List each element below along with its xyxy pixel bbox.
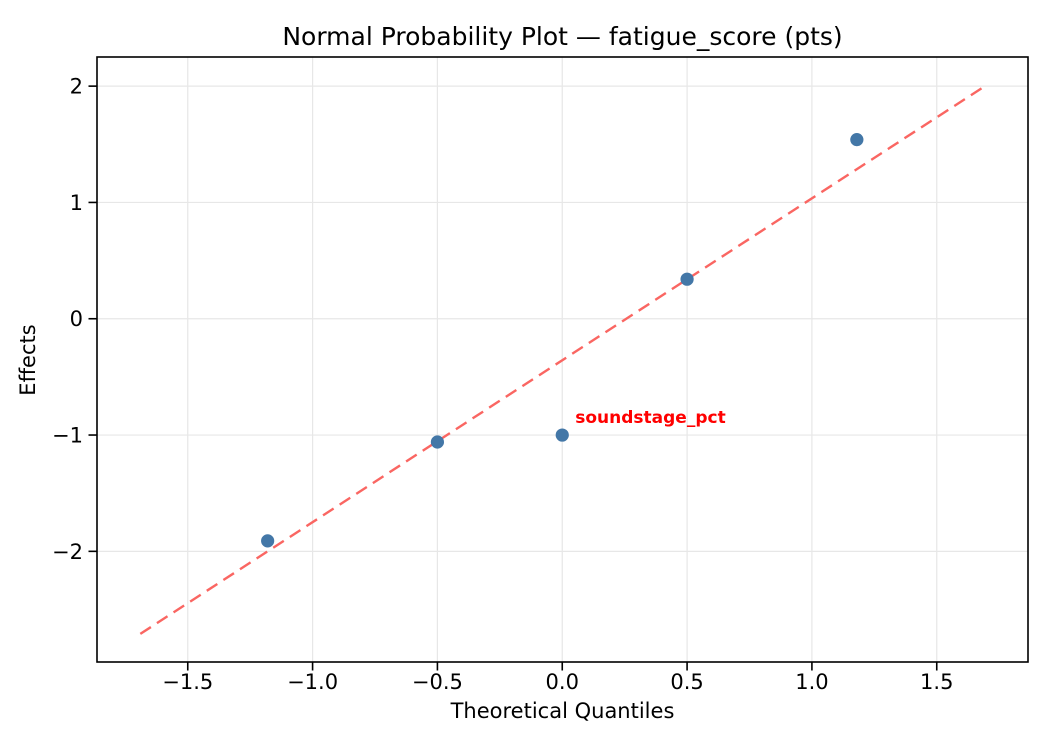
x-tick-label: −1.5 <box>162 670 213 694</box>
x-tick-label: −0.5 <box>412 670 463 694</box>
data-point <box>261 534 275 548</box>
y-tick-label: 1 <box>70 191 83 215</box>
data-point <box>430 435 445 449</box>
x-tick-label: 0.0 <box>546 670 579 694</box>
y-tick-label: 2 <box>70 75 83 99</box>
reference-line <box>139 83 988 635</box>
y-tick-label: 0 <box>70 307 83 331</box>
x-tick-label: 1.5 <box>920 670 953 694</box>
data-point <box>680 272 694 286</box>
data-point <box>555 428 569 442</box>
x-tick-label: −1.0 <box>287 670 338 694</box>
x-axis-label: Theoretical Quantiles <box>450 699 675 723</box>
x-tick-label: 0.5 <box>670 670 703 694</box>
data-point <box>850 133 864 147</box>
y-axis-label: Effects <box>16 324 40 396</box>
chart-title: Normal Probability Plot — fatigue_score … <box>282 22 843 51</box>
y-tick-label: −2 <box>52 540 83 564</box>
y-tick-label: −1 <box>52 424 83 448</box>
x-tick-label: 1.0 <box>795 670 828 694</box>
point-annotation-label: soundstage_pct <box>575 408 726 429</box>
